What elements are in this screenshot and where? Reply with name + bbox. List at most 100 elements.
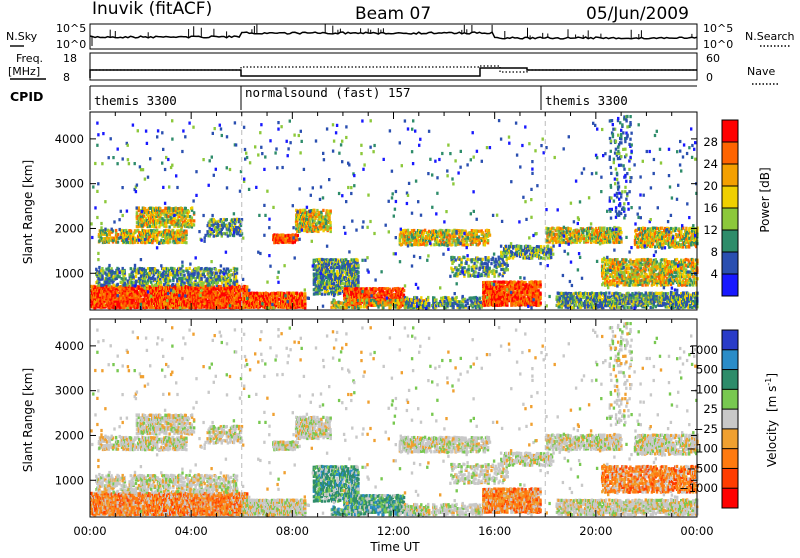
power-cell-3415 <box>313 209 315 212</box>
power-cell-3148 <box>296 292 298 295</box>
power-cell-1673 <box>154 278 156 281</box>
power-cell-3506 <box>330 210 332 213</box>
power-cell-1535 <box>117 283 119 286</box>
power-cell-2418 <box>149 225 151 228</box>
nave-label: Nave <box>747 65 775 78</box>
noise-tick-bottom-left: 10^0 <box>56 38 86 51</box>
nsearch-label: N.Search <box>745 30 795 43</box>
power-cell-3713 <box>332 258 334 261</box>
power-cell-3466 <box>322 209 324 212</box>
freq-tick-bottom: 8 <box>63 71 70 84</box>
power-cell-2657 <box>191 216 193 219</box>
power-cell-2662 <box>193 223 195 226</box>
power-cell-1866 <box>204 275 206 278</box>
power-cell-3027 <box>278 298 280 301</box>
cpid-segment-1: normalsound (fast) 157 <box>245 85 411 100</box>
power-cell-2737 <box>226 218 228 221</box>
power-cell-3484 <box>326 225 328 228</box>
power-cell-1593 <box>135 280 137 283</box>
power-cell-2344 <box>185 230 187 233</box>
power-cell-2058 <box>115 229 117 232</box>
beam-title: Beam 07 <box>355 4 431 24</box>
power-cell-2178 <box>146 229 148 232</box>
date-title: 05/Jun/2009 <box>586 4 689 24</box>
power-cell-446 <box>138 285 140 288</box>
power-cell-1743 <box>172 283 174 286</box>
power-cell-2119 <box>130 230 132 233</box>
noise-tick-top-right: 10^5 <box>703 22 733 35</box>
power-cell-1987 <box>236 280 238 283</box>
freq-label-line1: Freq. <box>16 52 43 65</box>
power-cell-1965 <box>230 269 232 272</box>
power-cell-2648 <box>188 210 190 213</box>
power-cell-3199 <box>304 292 306 295</box>
power-cell-2360 <box>138 206 140 209</box>
power-cell-1989 <box>236 268 238 271</box>
power-cell-3504 <box>329 221 331 224</box>
power-cell-3336 <box>303 229 305 232</box>
radar-summary-plot: Inuvik (fitACF) Beam 07 05/Jun/2009 N.Sk… <box>0 0 800 554</box>
power-cell-2492 <box>159 207 161 210</box>
nsky-label: N.Sky <box>6 30 38 43</box>
power-cell-3288 <box>296 230 298 233</box>
power-cell-1585 <box>133 281 135 284</box>
power-cell-2544 <box>169 213 171 216</box>
power-cell-1983 <box>235 275 237 278</box>
cpid-segment-0: themis 3300 <box>94 93 177 108</box>
power-cell-1790 <box>183 274 185 277</box>
freq-panel: Freq. [MHz] 18 8 60 0 Nave <box>8 52 780 84</box>
power-cell-3236 <box>282 234 284 237</box>
power-cell-2724 <box>222 226 224 229</box>
power-cell-2632 <box>185 207 187 210</box>
nave-tick-bottom: 0 <box>706 71 713 84</box>
power-cell-1520 <box>113 284 115 287</box>
power-cell-2646 <box>188 219 190 222</box>
noise-trace <box>90 32 697 39</box>
power-cell-3666 <box>328 292 330 295</box>
power-cell-1594 <box>135 275 137 278</box>
power-cell-1563 <box>124 277 126 280</box>
power-cell-2738 <box>227 234 229 237</box>
power-cell-1491 <box>105 268 107 271</box>
power-cell-2667 <box>206 230 208 233</box>
power-cell-1898 <box>211 268 213 271</box>
power-cell-2063 <box>117 241 119 244</box>
power-cell-2733 <box>226 232 228 235</box>
nave-tick-top: 60 <box>706 52 720 65</box>
power-cell-2341 <box>185 237 187 240</box>
power-cell-1963 <box>230 279 232 282</box>
power-cell-1639 <box>145 269 147 272</box>
power-scatter <box>90 115 699 310</box>
power-cell-1939 <box>223 268 225 271</box>
freq-label-line2: [MHz] <box>8 65 40 78</box>
power-cell-2223 <box>156 229 158 232</box>
power-cell-1587 <box>133 276 135 279</box>
power-cell-2340 <box>185 241 187 244</box>
power-cell-2270 <box>169 240 171 243</box>
power-cell-3279 <box>297 234 299 237</box>
power-cell-1503 <box>108 280 110 283</box>
power-cell-3808 <box>341 258 343 261</box>
station-title: Inuvik (fitACF) <box>92 0 212 19</box>
power-cell-1697 <box>160 281 162 284</box>
power-cell-1915 <box>215 268 217 271</box>
power-cell-3800 <box>341 282 343 285</box>
power-cell-3575 <box>319 292 321 295</box>
power-cell-1658 <box>151 284 153 287</box>
power-cell-1787 <box>182 270 184 273</box>
power-cell-3596 <box>321 293 323 296</box>
power-cell-1788 <box>183 281 185 284</box>
power-cell-2535 <box>168 225 170 228</box>
power-cell-1988 <box>236 272 238 275</box>
power-cell-1764 <box>177 283 179 286</box>
noise-tick-bottom-right: 10^0 <box>703 38 733 51</box>
power-cell-1862 <box>202 281 204 284</box>
power-cell-2659 <box>191 206 193 209</box>
nave-trace <box>92 66 697 72</box>
power-cell-2665 <box>193 211 195 214</box>
power-cell-3628 <box>324 290 326 293</box>
power-cell-2663 <box>193 219 195 222</box>
power-cell-1808 <box>188 267 190 270</box>
power-cell-1958 <box>228 274 230 277</box>
